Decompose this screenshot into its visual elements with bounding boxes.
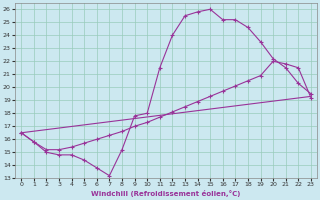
X-axis label: Windchill (Refroidissement éolien,°C): Windchill (Refroidissement éolien,°C) bbox=[92, 190, 241, 197]
